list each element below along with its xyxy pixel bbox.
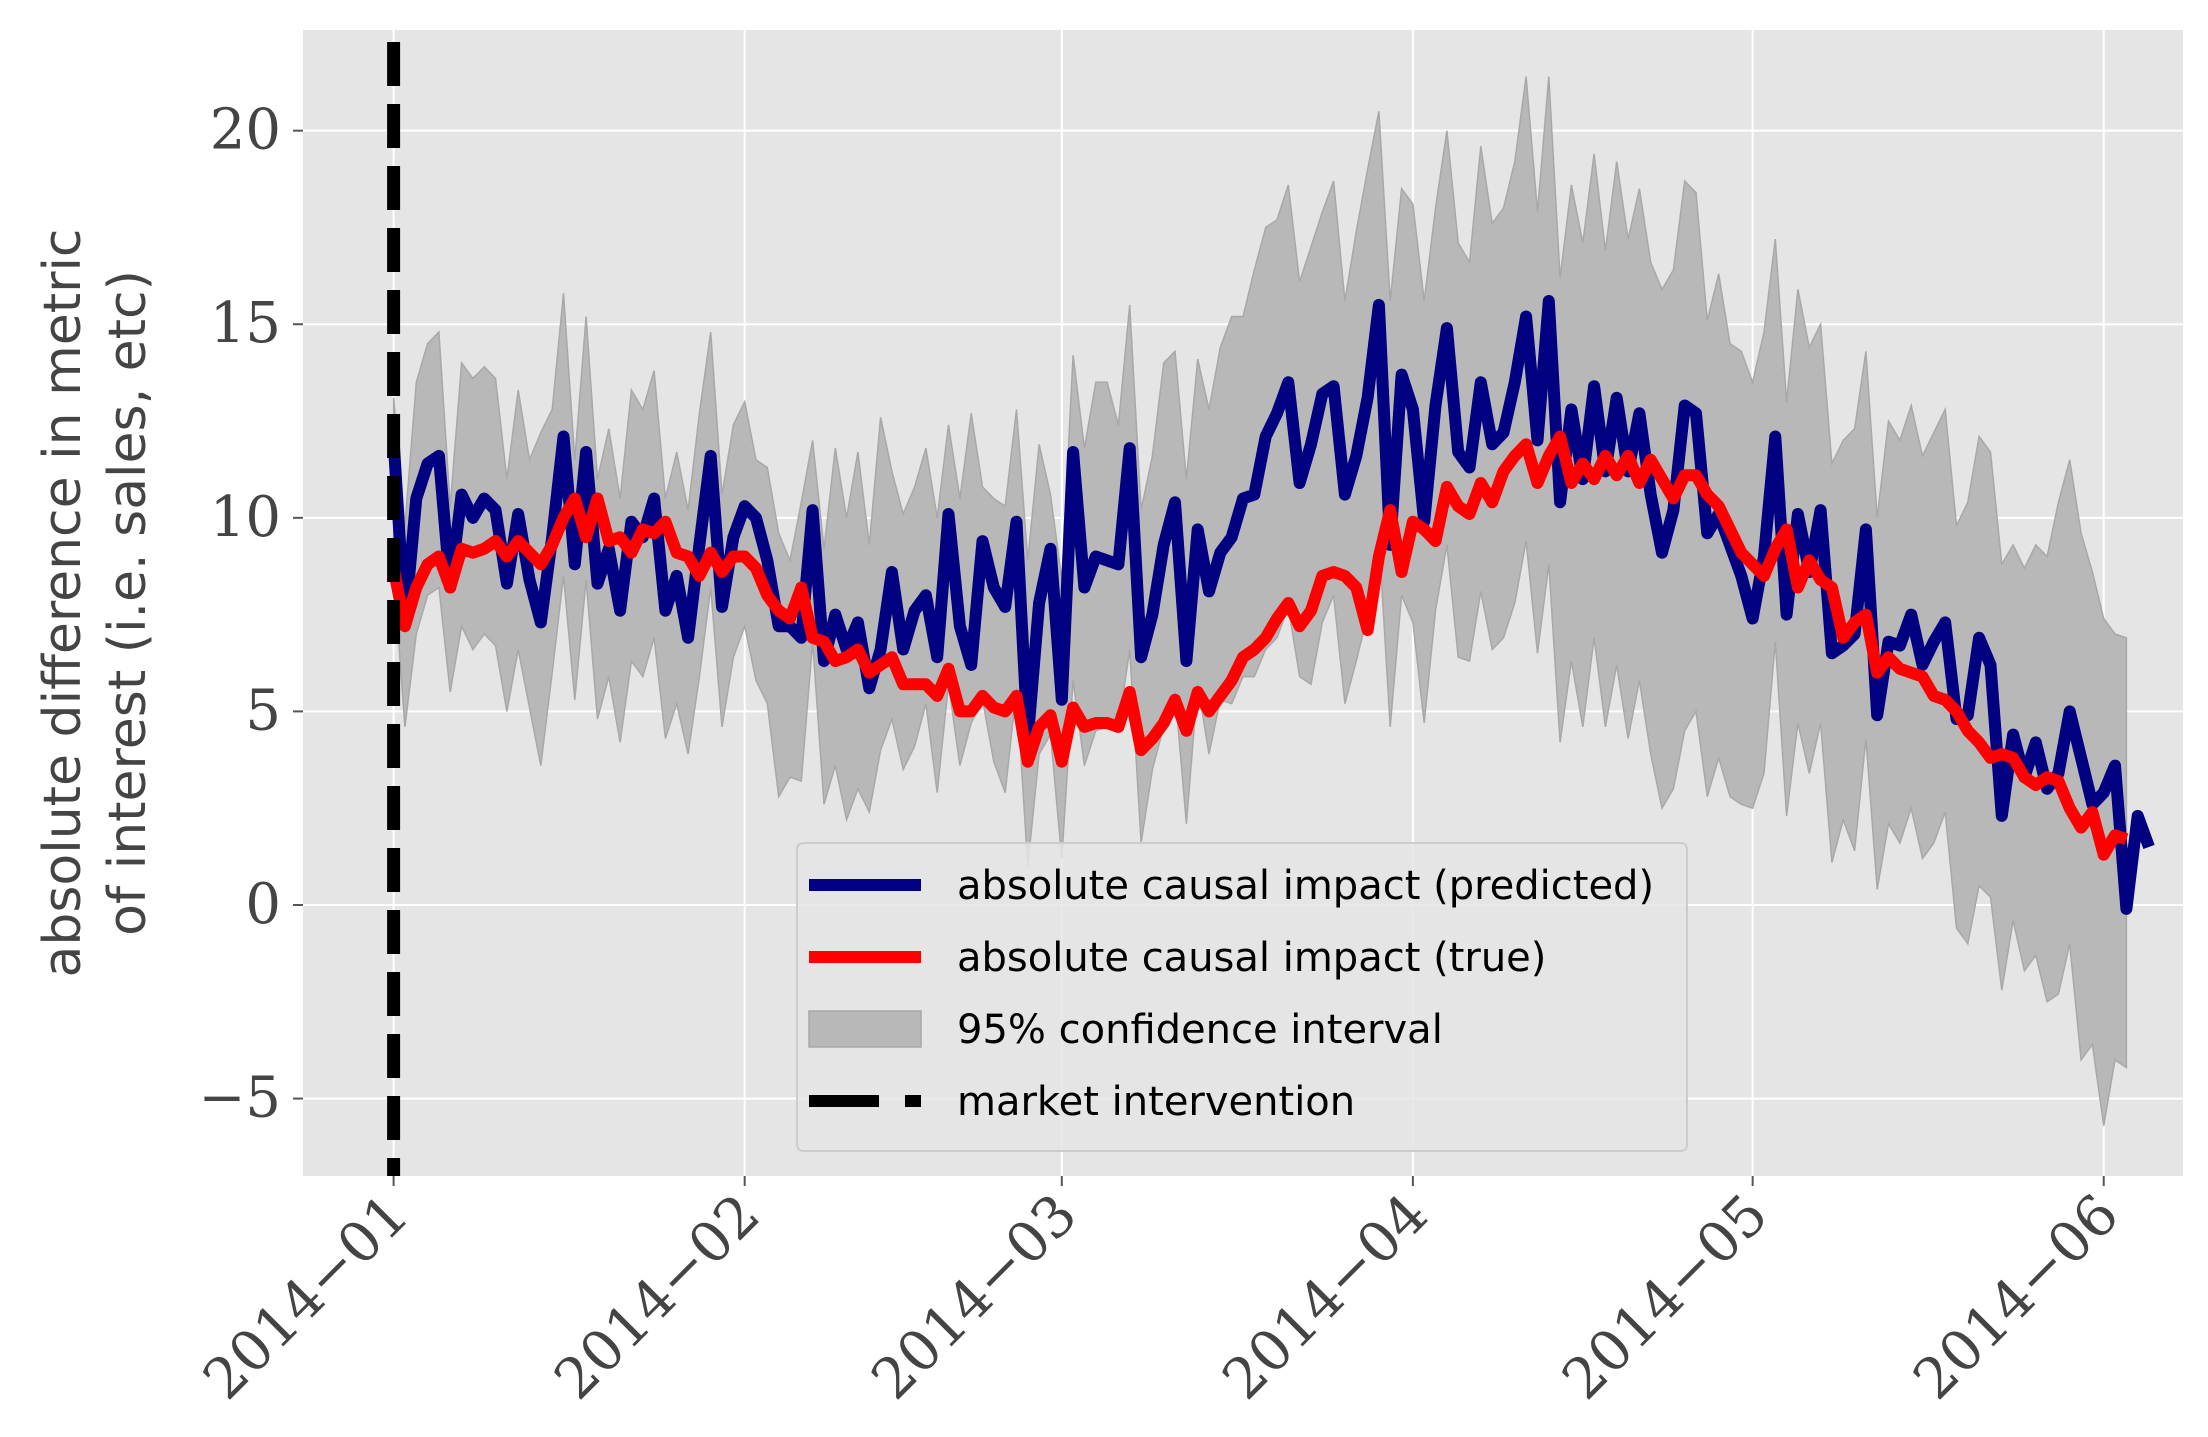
x-tick-label: 2014−03 xyxy=(859,1182,1089,1412)
x-tick-label: 2014−06 xyxy=(1901,1182,2131,1412)
confidence-interval-band xyxy=(392,76,2128,1126)
legend-label: 95% confidence interval xyxy=(957,1007,1443,1053)
confidence-interval-area xyxy=(392,76,2128,1126)
y-tick-label: 20 xyxy=(210,98,281,163)
y-tick-label: −5 xyxy=(198,1066,281,1131)
x-tick-label: 2014−04 xyxy=(1210,1182,1440,1412)
series-lines xyxy=(387,42,2155,1176)
x-tick-label: 2014−05 xyxy=(1550,1182,1780,1412)
legend-box xyxy=(796,842,1688,1152)
legend-label: market intervention xyxy=(957,1079,1355,1125)
y-tick-label: 0 xyxy=(245,872,281,937)
legend-label: absolute causal impact (predicted) xyxy=(957,863,1654,909)
legend-label: absolute causal impact (true) xyxy=(957,935,1546,981)
x-tick-label: 2014−02 xyxy=(542,1182,772,1412)
y-axis-label-line-2: of interest (i.e. sales, etc) xyxy=(98,270,158,936)
y-axis-label: absolute difference in metric of interes… xyxy=(33,228,158,977)
x-tick-label: 2014−01 xyxy=(191,1182,421,1412)
legend-patch-handle xyxy=(808,1010,922,1048)
x-axis-ticks: 2014−01 2014−02 2014−03 2014−04 2014−05 2014−… xyxy=(191,1176,2132,1412)
y-axis-label-line-1: absolute difference in metric xyxy=(33,228,93,977)
y-tick-label: 5 xyxy=(245,678,281,743)
series-line-true xyxy=(387,430,2129,861)
y-axis-ticks: −5 0 5 10 15 20 xyxy=(198,98,303,1131)
legend: absolute causal impact (predicted) absolu… xyxy=(796,842,1688,1152)
y-tick-label: 10 xyxy=(210,485,281,550)
y-tick-label: 15 xyxy=(210,291,281,356)
